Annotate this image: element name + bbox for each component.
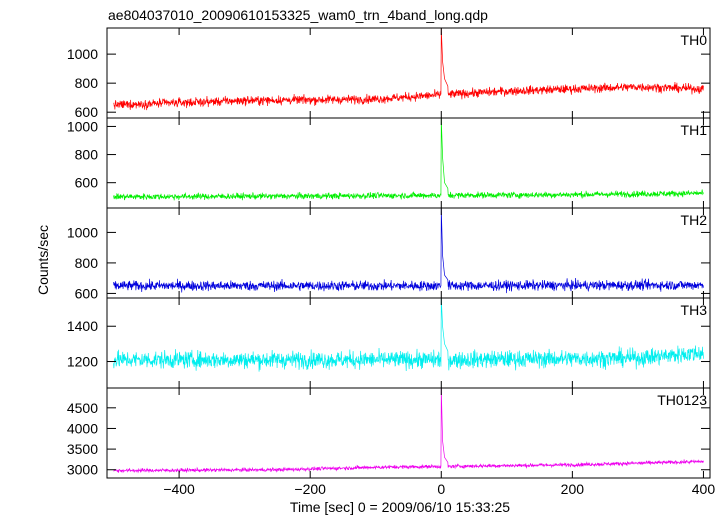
x-tick-label: −400 <box>163 481 195 497</box>
series-line-th2 <box>113 208 704 294</box>
y-tick-label: 1000 <box>67 224 98 240</box>
y-tick-label: 1400 <box>67 318 98 334</box>
x-axis: −400 −200 0 200 400 <box>163 481 715 497</box>
x-axis-title: Time [sec] 0 = 2009/06/10 15:33:25 <box>290 499 510 515</box>
panel-frame <box>106 297 711 389</box>
panel-th2: 600 800 1000 TH2 <box>67 207 711 301</box>
y-tick-label: 800 <box>75 75 99 91</box>
panel-label: TH0 <box>681 32 708 48</box>
panel-label: TH3 <box>681 302 708 318</box>
x-tick-label: −200 <box>294 481 326 497</box>
panel-frame <box>106 117 711 209</box>
y-tick-label: 1000 <box>67 118 98 134</box>
y-tick-label: 3500 <box>67 441 98 457</box>
series-line-th0 <box>113 28 704 111</box>
y-tick-label: 600 <box>75 285 99 301</box>
y-tick-label: 600 <box>75 175 99 191</box>
panel-frame <box>106 387 711 479</box>
series-line-th1 <box>113 118 704 201</box>
chart-title: ae804037010_20090610153325_wam0_trn_4ban… <box>108 7 488 23</box>
y-tick-label: 800 <box>75 255 99 271</box>
y-tick-label: 4500 <box>67 400 98 416</box>
panel-th3: 1200 1400 TH3 <box>67 297 711 389</box>
y-axis-title: Counts/sec <box>35 225 51 295</box>
y-tick-label: 1200 <box>67 354 98 370</box>
y-tick-label: 1000 <box>67 46 98 62</box>
panel-th0123: 3000 3500 4000 4500 TH0123 <box>67 387 711 479</box>
series-line-th3 <box>113 298 704 372</box>
panel-label: TH2 <box>681 212 708 228</box>
x-tick-label: 200 <box>561 481 585 497</box>
y-tick-label: 800 <box>75 147 99 163</box>
x-tick-label: 0 <box>437 481 445 497</box>
panels-group: 600 800 1000 TH0 600 800 1000 TH1 600 800 1000 TH2 1… <box>67 27 711 479</box>
y-tick-label: 4000 <box>67 420 98 436</box>
panel-label: TH1 <box>681 122 708 138</box>
x-tick-label: 400 <box>692 481 716 497</box>
y-tick-label: 3000 <box>67 462 98 478</box>
panel-frame <box>106 27 711 119</box>
panel-th1: 600 800 1000 TH1 <box>67 117 711 209</box>
series-line-th0123 <box>113 388 704 474</box>
panel-label: TH0123 <box>657 392 707 408</box>
y-tick-label: 600 <box>75 104 99 120</box>
panel-th0: 600 800 1000 TH0 <box>67 27 711 120</box>
